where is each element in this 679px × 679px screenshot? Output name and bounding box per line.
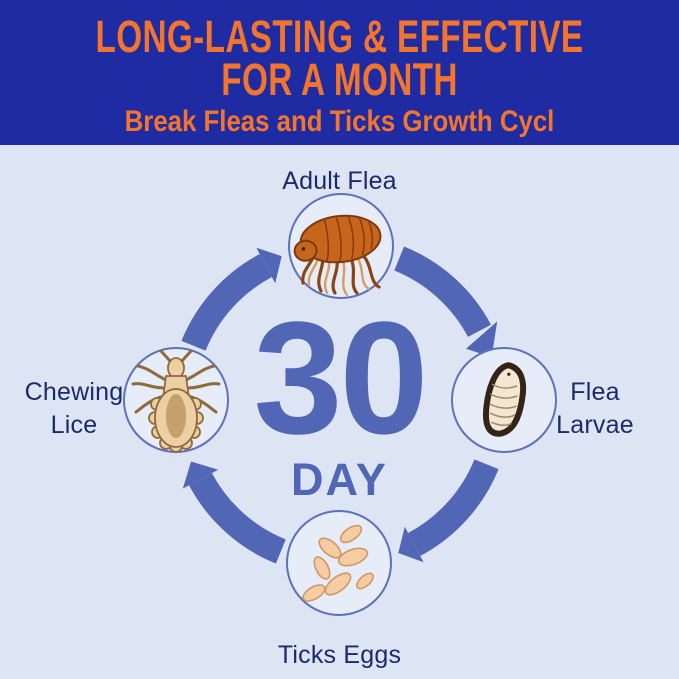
header-banner: LONG-LASTING & EFFECTIVE FOR A MONTH Bre… bbox=[0, 0, 679, 145]
label-adult-flea-text: Adult Flea bbox=[282, 167, 397, 195]
chewing-lice-icon bbox=[131, 349, 221, 453]
arc-bottom-right bbox=[407, 459, 499, 556]
cycle-arrowheads bbox=[182, 247, 498, 563]
label-adult-flea: Adult Flea bbox=[0, 165, 679, 198]
duration-unit: DAY bbox=[291, 454, 388, 505]
label-ticks-eggs: Ticks Eggs bbox=[0, 639, 679, 672]
headline-line1: LONG-LASTING & EFFECTIVE bbox=[95, 11, 584, 62]
duration-badge: 30 DAY bbox=[0, 288, 679, 505]
lifecycle-diagram: Adult Flea Flea Larvae Ticks Eggs Chewin… bbox=[0, 145, 679, 679]
adult-flea-icon bbox=[293, 214, 382, 297]
flea-larvae-icon bbox=[482, 362, 527, 437]
label-chewing-lice-line2: Lice bbox=[50, 411, 98, 439]
label-flea-larvae-line1: Flea bbox=[570, 378, 620, 406]
label-flea-larvae-line2: Larvae bbox=[556, 411, 634, 439]
subheadline: Break Fleas and Ticks Growth Cycl bbox=[124, 105, 555, 138]
label-chewing-lice: Chewing Lice bbox=[13, 376, 135, 442]
arc-bottom-left bbox=[189, 472, 286, 564]
label-ticks-eggs-text: Ticks Eggs bbox=[277, 641, 402, 669]
arrowhead-to-flea-larvae bbox=[466, 321, 498, 358]
label-chewing-lice-line1: Chewing bbox=[24, 378, 124, 406]
headline-line2: FOR A MONTH bbox=[221, 54, 458, 105]
ticks-eggs-icon bbox=[302, 524, 374, 602]
cycle-svg bbox=[123, 193, 557, 616]
label-flea-larvae: Flea Larvae bbox=[534, 376, 656, 442]
arrowhead-to-ticks-eggs bbox=[398, 526, 424, 563]
cycle-ring bbox=[181, 246, 499, 564]
duration-number: 30 bbox=[253, 288, 429, 467]
arc-top-left bbox=[181, 254, 273, 351]
arc-top-right bbox=[394, 246, 491, 338]
arrowhead-to-adult-flea bbox=[256, 247, 282, 284]
arrowhead-to-chewing-lice bbox=[182, 461, 219, 489]
